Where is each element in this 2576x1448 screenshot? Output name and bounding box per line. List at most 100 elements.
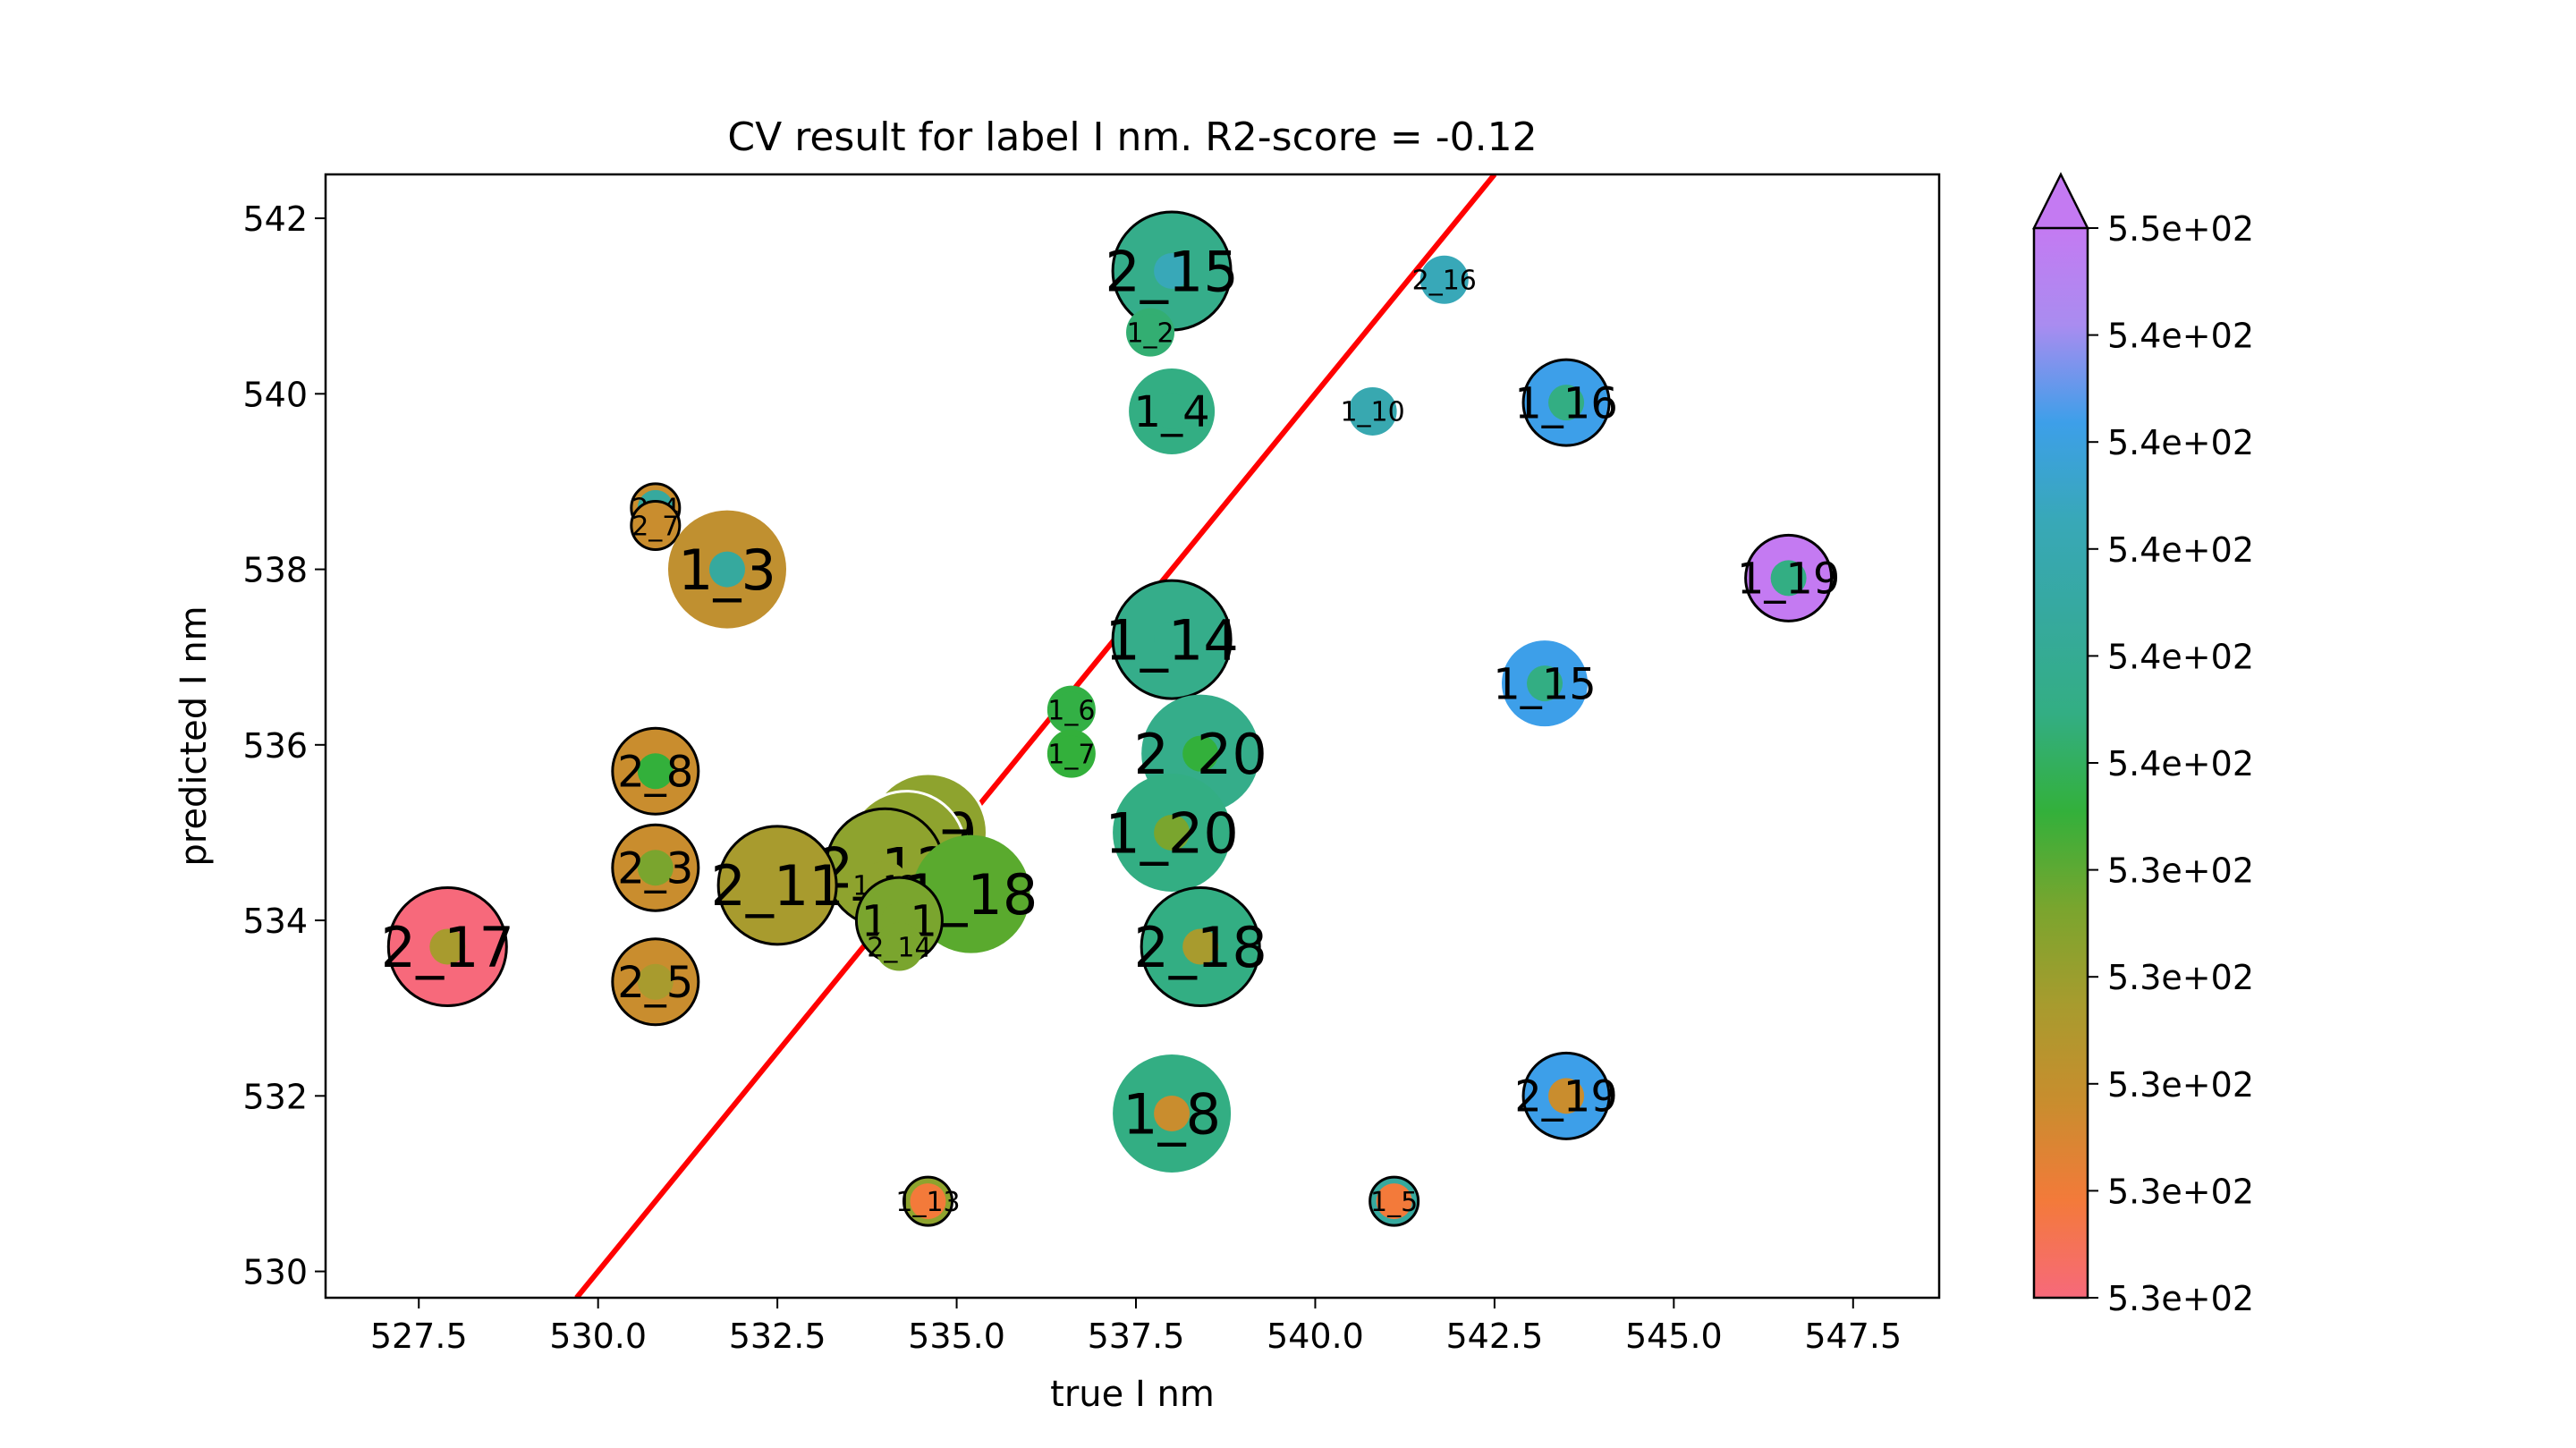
x-tick-label: 527.5 [370, 1317, 468, 1356]
point-label: 1_10 [1340, 397, 1404, 428]
data-point: 1_19 [1737, 533, 1841, 622]
y-tick-label: 536 [242, 726, 308, 766]
point-inner-marker [637, 507, 674, 544]
data-point: 1_10 [1340, 386, 1405, 436]
colorbar-tick-label: 5.3e+02 [2107, 1172, 2254, 1211]
point-label: 2_3 [617, 843, 693, 893]
x-tick-label: 530.0 [549, 1317, 647, 1356]
data-point: 1_20 [1105, 773, 1239, 892]
point-inner-marker [1053, 691, 1089, 728]
data-point: 1_8 [1113, 1054, 1232, 1173]
point-label: 2_8 [617, 748, 693, 798]
point-inner-marker [1154, 393, 1191, 429]
x-tick-label: 540.0 [1267, 1317, 1364, 1356]
point-inner-marker [1548, 1078, 1585, 1114]
data-point: 2_16 [1412, 255, 1477, 304]
data-point: 1_14 [1105, 579, 1239, 700]
data-point: 2_18 [1133, 886, 1267, 1007]
data-point: 1_13 [895, 1175, 961, 1227]
data-point: 1_6 [1046, 685, 1096, 734]
y-tick-label: 542 [242, 199, 308, 239]
colorbar-tick-label: 5.3e+02 [2107, 958, 2254, 997]
point-inner-marker [1182, 735, 1219, 772]
y-tick-label: 538 [242, 551, 308, 590]
colorbar-tick-label: 5.4e+02 [2107, 744, 2254, 783]
point-label: 1_2 [1126, 318, 1174, 349]
colorbar-extend-arrow [2031, 172, 2090, 230]
y-axis: 530 532 534 536 538 540 542 [242, 199, 326, 1292]
point-label: 1_15 [1493, 659, 1597, 709]
point-inner-marker [910, 1183, 946, 1220]
data-point: 1_15 [1493, 640, 1597, 727]
x-axis: 527.5 530.0 532.5 535.0 537.5 540.0 542.5 545.0… [370, 1298, 1902, 1356]
point-inner-marker [1182, 928, 1219, 965]
plot-frame [324, 173, 1941, 1300]
point-inner-marker [637, 963, 674, 1000]
point-inner-marker [708, 551, 745, 588]
data-point: 2_17 [381, 886, 514, 1007]
point-inner-marker [1154, 814, 1191, 851]
point-inner-marker [429, 928, 466, 965]
y-axis-label: predicted I nm [174, 605, 215, 866]
point-label: 2_17 [381, 915, 514, 980]
data-point: 2_15 [1105, 210, 1239, 332]
colorbar-tick-label: 5.3e+02 [2107, 851, 2254, 891]
x-tick-label: 545.0 [1625, 1317, 1723, 1356]
y-tick-label: 540 [242, 375, 308, 414]
colorbar-gradient [2034, 228, 2088, 1298]
point-inner-marker [1376, 1183, 1412, 1220]
data-point: 2_8 [611, 726, 700, 816]
point-label: 1_20 [1105, 800, 1238, 866]
data-point: 1_4 [1129, 368, 1216, 454]
chart-title: CV result for label I nm. R2-score = -0.… [727, 114, 1537, 160]
x-tick-label: 535.0 [908, 1317, 1005, 1356]
points-layer: 2_152_161_21_41_101_162_42_71_31_191_141… [381, 210, 1841, 1227]
point-inner-marker [637, 850, 674, 886]
point-inner-marker [1354, 393, 1391, 429]
data-point: 1_5 [1368, 1175, 1420, 1227]
point-inner-marker [1154, 1095, 1191, 1131]
y-tick-label: 532 [242, 1077, 308, 1116]
point-inner-marker [1053, 735, 1089, 772]
point-inner-marker [759, 867, 796, 903]
x-tick-label: 532.5 [729, 1317, 826, 1356]
data-point: 1_7 [1046, 729, 1096, 778]
colorbar-tick-label: 5.5e+02 [2107, 209, 2254, 249]
point-label: 2_7 [631, 511, 679, 542]
colorbar-tick-label: 5.4e+02 [2107, 530, 2254, 570]
point-label: 1_14 [1105, 607, 1238, 673]
point-label: 2_11 [710, 853, 843, 919]
data-point: 1_3 [667, 510, 786, 629]
point-inner-marker [1527, 665, 1563, 702]
data-point: 2_11 [710, 825, 844, 946]
colorbar-tick-label: 5.4e+02 [2107, 423, 2254, 462]
x-tick-label: 537.5 [1088, 1317, 1185, 1356]
data-point: 2_7 [630, 500, 682, 551]
point-label: 2_14 [867, 932, 931, 963]
point-label: 1_8 [1123, 1081, 1221, 1147]
point-label: 1_7 [1047, 739, 1095, 770]
point-label: 1_13 [895, 1187, 960, 1218]
reference-line [574, 174, 1497, 1298]
colorbar: 5.3e+02 5.3e+02 5.3e+02 5.3e+02 5.3e+02 5.4e+… [2031, 172, 2254, 1318]
point-inner-marker [1426, 261, 1462, 298]
point-label: 1_16 [1514, 378, 1618, 428]
data-point: 2_19 [1514, 1051, 1618, 1140]
data-point: 1_2 [1126, 308, 1175, 357]
data-point: 1_16 [1514, 358, 1618, 447]
point-inner-marker [1770, 560, 1807, 597]
point-label: 2_15 [1105, 239, 1238, 304]
y-tick-label: 534 [242, 902, 308, 941]
point-label: 1_19 [1737, 555, 1841, 605]
data-point: 2_5 [611, 937, 700, 1027]
point-inner-marker [1132, 314, 1169, 351]
point-label: 2_19 [1514, 1072, 1618, 1122]
point-label: 1_5 [1370, 1187, 1418, 1218]
point-inner-marker [1154, 252, 1191, 289]
y-tick-label: 530 [242, 1253, 308, 1292]
data-point: 2_14 [867, 922, 932, 971]
x-axis-label: true I nm [1050, 1374, 1215, 1415]
point-label: 2_16 [1412, 266, 1477, 297]
point-inner-marker [1548, 385, 1585, 421]
